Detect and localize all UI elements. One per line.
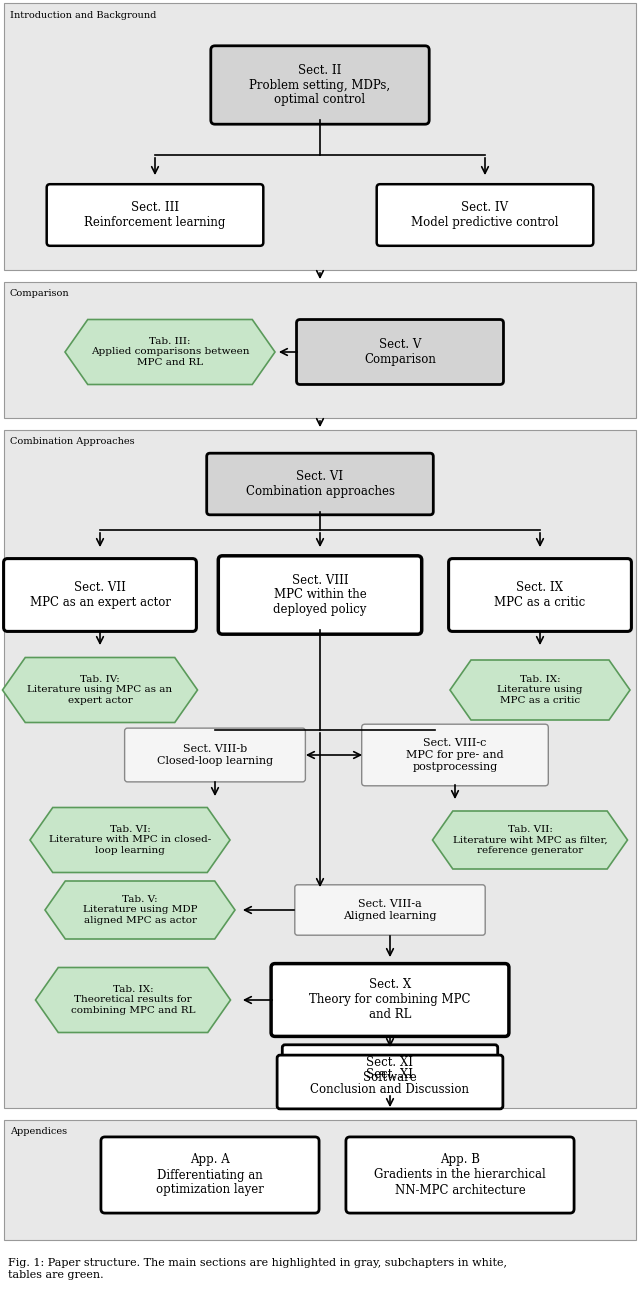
FancyBboxPatch shape — [4, 559, 196, 631]
Text: Sect. VIII-c
MPC for pre- and
postprocessing: Sect. VIII-c MPC for pre- and postproces… — [406, 738, 504, 772]
FancyBboxPatch shape — [125, 729, 305, 782]
Polygon shape — [45, 882, 235, 939]
Text: Sect. VII
MPC as an expert actor: Sect. VII MPC as an expert actor — [29, 581, 170, 609]
FancyBboxPatch shape — [211, 46, 429, 124]
FancyBboxPatch shape — [271, 964, 509, 1037]
FancyBboxPatch shape — [207, 453, 433, 515]
FancyBboxPatch shape — [277, 1055, 503, 1109]
FancyBboxPatch shape — [101, 1138, 319, 1213]
Text: Introduction and Background: Introduction and Background — [10, 10, 156, 20]
Text: Sect. VIII-b
Closed-loop learning: Sect. VIII-b Closed-loop learning — [157, 744, 273, 765]
Polygon shape — [35, 968, 230, 1033]
FancyBboxPatch shape — [362, 725, 548, 786]
Text: Sect. VI
Combination approaches: Sect. VI Combination approaches — [246, 470, 394, 498]
Text: Sect. V
Comparison: Sect. V Comparison — [364, 338, 436, 366]
Text: Tab. VII:
Literature wiht MPC as filter,
reference generator: Tab. VII: Literature wiht MPC as filter,… — [452, 825, 607, 855]
Polygon shape — [450, 660, 630, 720]
FancyBboxPatch shape — [218, 556, 422, 635]
FancyBboxPatch shape — [295, 884, 485, 935]
Text: App. B
Gradients in the hierarchical
NN-MPC architecture: App. B Gradients in the hierarchical NN-… — [374, 1153, 546, 1196]
Text: Tab. VI:
Literature with MPC in closed-
loop learning: Tab. VI: Literature with MPC in closed- … — [49, 825, 211, 855]
Text: Appendices: Appendices — [10, 1127, 67, 1136]
Text: Tab. III:
Applied comparisons between
MPC and RL: Tab. III: Applied comparisons between MP… — [91, 337, 249, 367]
Text: Sect. III
Reinforcement learning: Sect. III Reinforcement learning — [84, 201, 226, 229]
FancyBboxPatch shape — [282, 1045, 498, 1096]
FancyBboxPatch shape — [346, 1138, 574, 1213]
FancyBboxPatch shape — [296, 320, 504, 384]
Text: Sect. IV
Model predictive control: Sect. IV Model predictive control — [412, 201, 559, 229]
Text: Comparison: Comparison — [10, 290, 70, 299]
Text: Fig. 1: Paper structure. The main sections are highlighted in gray, subchapters : Fig. 1: Paper structure. The main sectio… — [8, 1258, 507, 1280]
FancyBboxPatch shape — [4, 3, 636, 270]
FancyBboxPatch shape — [377, 184, 593, 246]
FancyBboxPatch shape — [47, 184, 263, 246]
Polygon shape — [433, 811, 627, 868]
Text: Tab. IX:
Theoretical results for
combining MPC and RL: Tab. IX: Theoretical results for combini… — [71, 985, 195, 1015]
Text: Sect. X
Theory for combining MPC
and RL: Sect. X Theory for combining MPC and RL — [309, 978, 471, 1021]
FancyBboxPatch shape — [449, 559, 632, 631]
Text: Tab. V:
Literature using MDP
aligned MPC as actor: Tab. V: Literature using MDP aligned MPC… — [83, 895, 197, 925]
Text: Sect. VIII
MPC within the
deployed policy: Sect. VIII MPC within the deployed polic… — [273, 573, 367, 616]
FancyBboxPatch shape — [4, 1121, 636, 1239]
Text: Sect. VIII-a
Aligned learning: Sect. VIII-a Aligned learning — [343, 900, 436, 921]
FancyBboxPatch shape — [4, 282, 636, 418]
FancyBboxPatch shape — [4, 430, 636, 1107]
Text: App. A
Differentiating an
optimization layer: App. A Differentiating an optimization l… — [156, 1153, 264, 1196]
Text: Combination Approaches: Combination Approaches — [10, 438, 134, 447]
Text: Sect. XI
Software: Sect. XI Software — [363, 1057, 417, 1084]
Polygon shape — [65, 320, 275, 384]
Text: Sect. II
Problem setting, MDPs,
optimal control: Sect. II Problem setting, MDPs, optimal … — [250, 64, 390, 107]
Text: Sect. IX
MPC as a critic: Sect. IX MPC as a critic — [494, 581, 586, 609]
Text: Sect. XI
Conclusion and Discussion: Sect. XI Conclusion and Discussion — [310, 1068, 470, 1096]
Text: Tab. IX:
Literature using
MPC as a critic: Tab. IX: Literature using MPC as a criti… — [497, 675, 583, 705]
Text: Tab. IV:
Literature using MPC as an
expert actor: Tab. IV: Literature using MPC as an expe… — [28, 675, 173, 705]
Polygon shape — [3, 657, 198, 722]
Polygon shape — [30, 807, 230, 872]
